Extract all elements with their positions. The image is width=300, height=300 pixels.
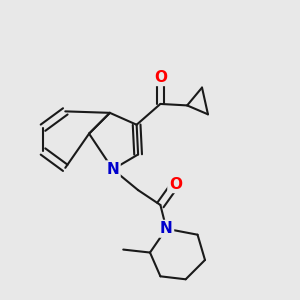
Text: N: N [106,162,119,177]
Text: O: O [154,70,167,85]
Text: N: N [160,221,173,236]
Text: O: O [169,177,182,192]
